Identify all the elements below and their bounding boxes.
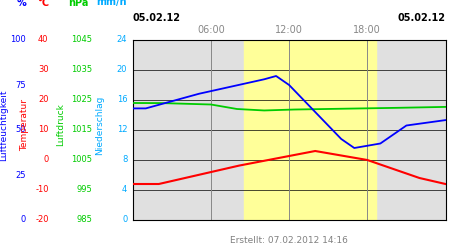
Bar: [243, 40, 377, 220]
Text: Luftfeuchtigkeit: Luftfeuchtigkeit: [0, 89, 8, 161]
Text: 1005: 1005: [71, 156, 92, 164]
Text: 50: 50: [16, 126, 26, 134]
Text: 0: 0: [43, 156, 49, 164]
Text: 20: 20: [117, 66, 127, 74]
Text: Temperatur: Temperatur: [20, 99, 29, 151]
Text: 1035: 1035: [71, 66, 92, 74]
Text: 1015: 1015: [71, 126, 92, 134]
Text: Luftdruck: Luftdruck: [56, 104, 65, 146]
Text: °C: °C: [37, 0, 49, 8]
Text: 1025: 1025: [71, 96, 92, 104]
Text: 985: 985: [76, 216, 92, 224]
Text: 25: 25: [16, 170, 26, 179]
Text: 100: 100: [10, 36, 26, 44]
Text: Niederschlag: Niederschlag: [95, 95, 104, 155]
Text: 05.02.12: 05.02.12: [133, 12, 181, 22]
Text: hPa: hPa: [68, 0, 89, 8]
Text: 24: 24: [117, 36, 127, 44]
Text: 995: 995: [76, 186, 92, 194]
Text: 10: 10: [38, 126, 49, 134]
Text: 30: 30: [38, 66, 49, 74]
Text: 05.02.12: 05.02.12: [397, 12, 446, 22]
Text: 8: 8: [122, 156, 127, 164]
Text: 4: 4: [122, 186, 127, 194]
Text: 40: 40: [38, 36, 49, 44]
Text: -10: -10: [35, 186, 49, 194]
Text: 12: 12: [117, 126, 127, 134]
Text: 75: 75: [15, 80, 26, 90]
Text: -20: -20: [35, 216, 49, 224]
Text: 1045: 1045: [71, 36, 92, 44]
Text: Erstellt: 07.02.2012 14:16: Erstellt: 07.02.2012 14:16: [230, 236, 348, 245]
Text: 0: 0: [122, 216, 127, 224]
Text: 20: 20: [38, 96, 49, 104]
Text: mm/h: mm/h: [96, 0, 127, 8]
Text: 16: 16: [117, 96, 127, 104]
Text: 0: 0: [21, 216, 26, 224]
Text: %: %: [17, 0, 27, 8]
